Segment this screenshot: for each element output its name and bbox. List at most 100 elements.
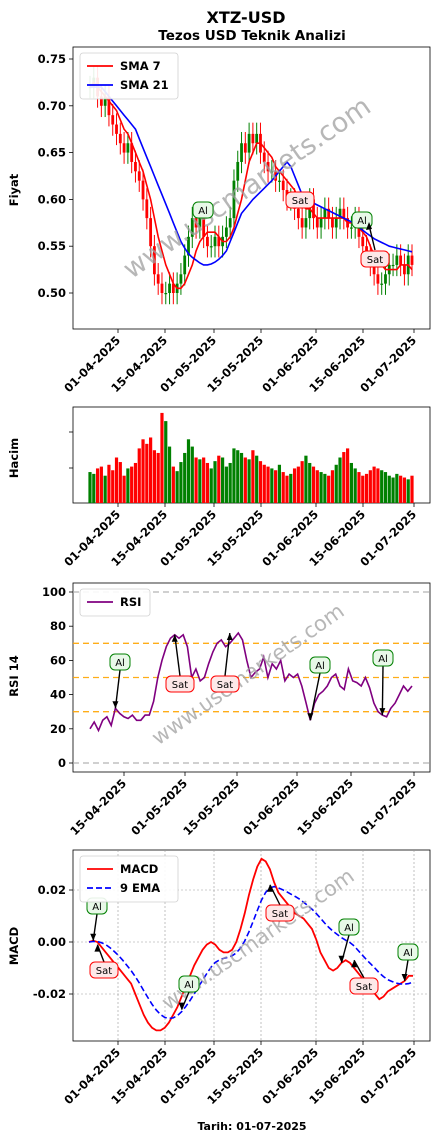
volume-bar: [122, 475, 126, 503]
rsi-x-tick-label: 01-07-2025: [357, 776, 419, 838]
price-signal-label: Al: [357, 216, 367, 227]
volume-bar: [133, 462, 138, 503]
price-y-tick-label: 0.65: [38, 146, 66, 160]
volume-bar: [103, 475, 107, 503]
rsi-x-tick-label: 15-06-2025: [294, 776, 356, 838]
macd-y-tick-label: -0.02: [33, 987, 66, 1001]
volume-bar: [156, 452, 160, 503]
macd-signal-label: Sat: [356, 982, 372, 993]
price-candle-body: [232, 180, 236, 219]
volume-bar: [376, 468, 380, 503]
volume-bar: [274, 470, 278, 503]
volume-bar: [190, 446, 194, 503]
volume-bar: [364, 473, 369, 503]
price-candle-body: [331, 218, 334, 228]
rsi-legend-box: [79, 588, 151, 617]
price-candle-body: [153, 246, 156, 275]
rsi-y-tick-label: 20: [50, 722, 66, 736]
price-candle-body: [130, 143, 134, 162]
price-candle-body: [209, 246, 213, 248]
volume-bar: [330, 470, 335, 503]
price-y-tick-label: 0.50: [38, 286, 66, 300]
price-candle-body: [300, 218, 304, 228]
price-candle-body: [160, 283, 164, 293]
rsi-signal-label: Sat: [217, 680, 233, 691]
price-candle-body: [380, 283, 384, 285]
volume-bar: [149, 437, 153, 503]
price-candle-body: [338, 208, 342, 219]
rsi-signal-arrow: [381, 665, 384, 716]
rsi-line: [89, 631, 413, 733]
price-candle-body: [243, 143, 247, 153]
rsi-watermark: www.uscmarkets.com: [147, 599, 348, 750]
volume-bar: [202, 457, 206, 503]
price-candle-body: [134, 161, 137, 172]
macd-signal-label: Al: [92, 902, 102, 913]
macd-panel: MACD01-04-202515-04-202501-05-202515-05-…: [7, 849, 431, 1107]
volume-bar: [213, 461, 217, 503]
volume-bar: [236, 450, 240, 503]
price-candle-body: [315, 218, 319, 228]
price-candle-body: [247, 133, 251, 153]
price-candle-body: [278, 180, 281, 182]
volume-bar: [183, 452, 187, 503]
rsi-y-tick-label: 60: [50, 653, 66, 667]
rsi-signal-arrowhead: [307, 713, 314, 721]
price-signal-label: Al: [198, 206, 208, 217]
volume-bar: [130, 466, 134, 503]
rsi-y-axis-label: RSI 14: [7, 655, 21, 696]
volume-bar: [372, 466, 376, 503]
price-candle-body: [228, 218, 232, 228]
price-candle-body: [213, 236, 217, 247]
volume-bar: [346, 448, 350, 503]
volume-bar: [228, 462, 232, 503]
price-candle-body: [99, 96, 103, 106]
rsi-signal-arrowhead: [379, 708, 386, 716]
rsi-signal-box: [210, 675, 240, 693]
price-signal-box: [351, 211, 373, 229]
volume-bar: [357, 472, 361, 503]
rsi-signal-label: Al: [115, 658, 125, 669]
price-signal-arrowhead: [366, 222, 372, 230]
volume-bar: [164, 421, 168, 503]
price-candle-body: [395, 255, 399, 265]
volume-bar: [99, 466, 103, 503]
volume-bar: [243, 457, 247, 503]
price-panel: Fiyat01-04-202515-04-202501-05-202515-05…: [7, 46, 431, 395]
volume-bar: [205, 462, 210, 503]
volume-panel: Hacim01-04-202515-04-202501-05-202515-05…: [7, 406, 431, 569]
price-candle-body: [126, 143, 130, 153]
volume-bar: [262, 464, 266, 503]
volume-bar: [220, 457, 225, 503]
price-candle-body: [103, 96, 107, 106]
rsi-x-tick-label: 01-06-2025: [240, 776, 302, 838]
price-candle-body: [179, 274, 183, 284]
volume-bar: [239, 452, 244, 503]
macd-signal-label: Al: [344, 923, 354, 934]
price-candle-body: [183, 255, 187, 275]
rsi-signal-label: Sat: [172, 680, 188, 691]
volume-bar: [323, 473, 327, 503]
price-candle-body: [323, 208, 327, 219]
volume-bar: [281, 472, 285, 503]
price-candle-body: [111, 115, 115, 125]
volume-bar: [247, 459, 251, 503]
volume-bar: [361, 475, 365, 503]
price-candle-body: [342, 208, 346, 219]
rsi-y-tick-label: 40: [50, 688, 66, 702]
macd-legend-label: MACD: [120, 862, 158, 876]
volume-bar: [118, 462, 122, 503]
volume-bar: [175, 471, 179, 503]
price-candle-body: [198, 218, 202, 228]
price-plot-frame: [72, 46, 431, 330]
macd-legend-label: 9 EMA: [120, 881, 160, 895]
volume-bar: [270, 468, 274, 503]
volume-bar: [186, 439, 191, 503]
volume-bar: [141, 439, 145, 503]
price-candle-body: [194, 218, 198, 228]
volume-bar: [171, 466, 175, 503]
volume-bar: [277, 464, 282, 503]
price-candle-body: [171, 283, 175, 293]
price-legend-label: SMA 21: [120, 78, 169, 92]
